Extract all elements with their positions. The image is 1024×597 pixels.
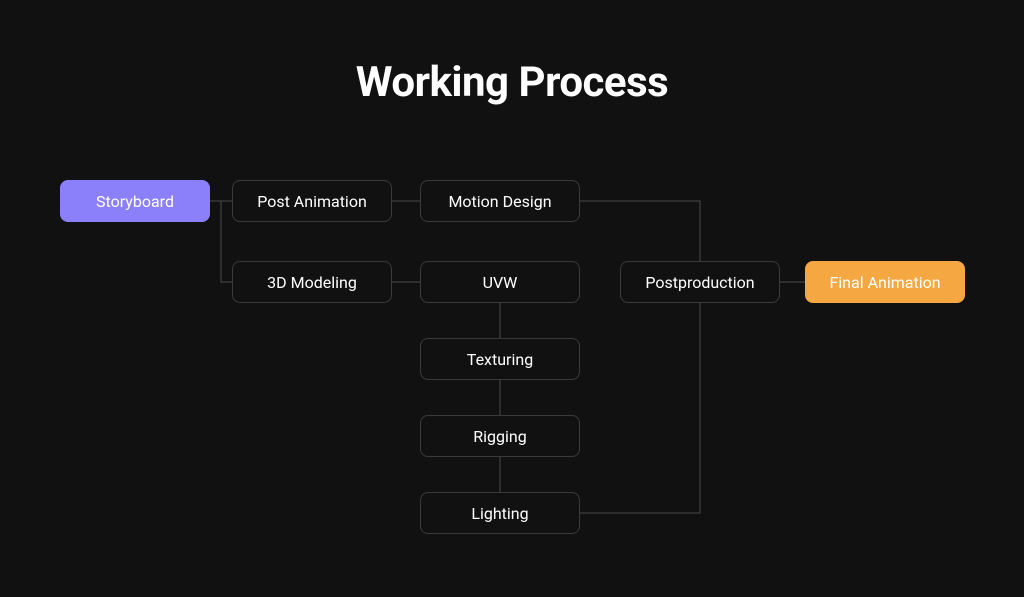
node-uvw: UVW [420,261,580,303]
node-final: Final Animation [805,261,965,303]
edge-lighting-postprod [580,303,700,513]
edge-motion-postprod [580,201,700,261]
node-modeling: 3D Modeling [232,261,392,303]
diagram-title: Working Process [0,58,1024,107]
node-texturing: Texturing [420,338,580,380]
diagram-canvas: Working Process Storyboard Post Animation… [0,0,1024,597]
node-lighting: Lighting [420,492,580,534]
edge-storyboard-modeling [210,201,232,282]
node-postanim: Post Animation [232,180,392,222]
node-rigging: Rigging [420,415,580,457]
node-motion: Motion Design [420,180,580,222]
node-postprod: Postproduction [620,261,780,303]
node-storyboard: Storyboard [60,180,210,222]
